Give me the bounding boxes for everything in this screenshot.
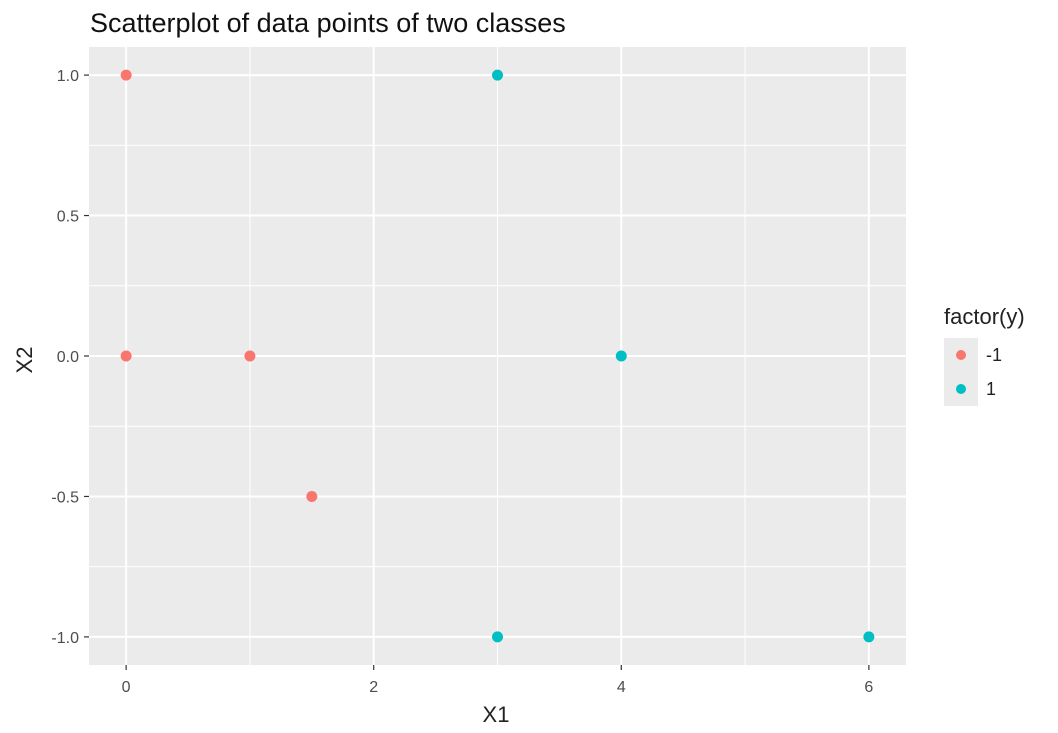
y-axis-ticks: -1.0 -0.5 0.0 0.5 1.0: [51, 68, 89, 647]
x-axis-ticks: 0 2 4 6: [122, 665, 873, 696]
x-tick-label: 0: [122, 679, 131, 696]
legend-dot-icon: [956, 350, 966, 360]
x-tick-label: 6: [864, 679, 873, 696]
data-point: [863, 631, 875, 643]
data-point: [492, 69, 503, 81]
data-point: [615, 350, 627, 362]
y-axis-label: X2: [12, 347, 37, 374]
legend-item-pos: 1: [944, 372, 1025, 406]
y-tick-label: -1.0: [51, 630, 79, 647]
legend-key: [944, 338, 978, 372]
chart-title: Scatterplot of data points of two classe…: [90, 8, 566, 38]
legend-dot-icon: [956, 384, 966, 394]
data-point: [492, 631, 503, 643]
data-points: [120, 69, 875, 643]
x-tick-label: 2: [369, 679, 378, 696]
x-axis-label: X1: [483, 702, 510, 727]
y-tick-label: 1.0: [57, 68, 79, 85]
data-point: [306, 490, 318, 502]
y-tick-label: 0.5: [57, 209, 79, 226]
legend-label: -1: [986, 344, 1003, 365]
legend-label: 1: [986, 378, 997, 399]
data-point: [120, 350, 132, 362]
y-tick-label: -0.5: [51, 489, 79, 506]
legend: factor(y) -1 1: [944, 304, 1025, 406]
legend-key: [944, 372, 978, 406]
legend-item-neg: -1: [944, 338, 1025, 372]
legend-title: factor(y): [944, 304, 1025, 329]
data-point: [120, 69, 132, 81]
data-point: [244, 350, 256, 362]
y-tick-label: 0.0: [57, 349, 79, 366]
x-tick-label: 4: [617, 679, 626, 696]
